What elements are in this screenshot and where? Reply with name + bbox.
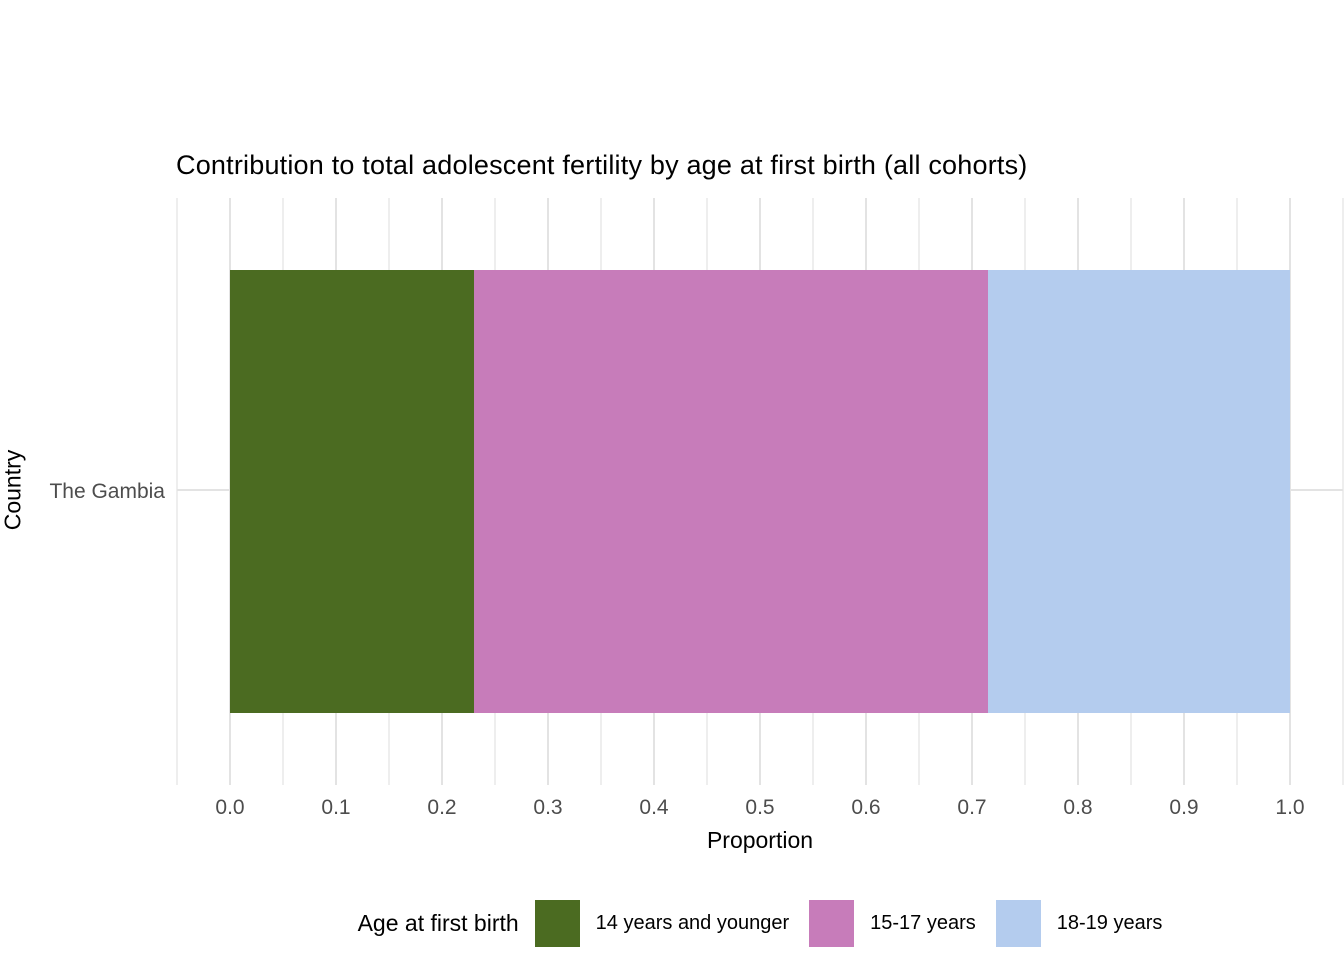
legend-item-1: 14 years and younger [534,899,790,947]
legend-label: 15-17 years [870,911,976,934]
vertical-gridline-minor [176,198,178,785]
stacked-bar [177,270,1343,713]
legend-swatch [809,899,855,947]
bar-segment-2 [473,270,988,713]
x-tick-label: 0.1 [321,796,351,819]
y-axis-title: Country [0,449,26,531]
x-axis-title: Proportion [706,827,814,853]
legend: Age at first birth 14 years and younger 1… [177,897,1343,949]
x-tick-label: 0.2 [427,796,457,819]
legend-title: Age at first birth [357,909,519,936]
vertical-gridline-minor [1342,198,1344,785]
bar-segment-3 [987,270,1290,713]
legend-swatch [534,899,580,947]
legend-swatch [995,899,1041,947]
y-category-label: The Gambia [49,480,165,503]
x-tick-label: 0.4 [639,796,669,819]
legend-label: 18-19 years [1056,911,1163,934]
legend-item-2: 15-17 years [809,899,976,947]
x-tick-label: 0.7 [957,796,987,819]
chart-title: Contribution to total adolescent fertili… [176,150,1028,180]
x-tick-label: 0.9 [1169,796,1199,819]
legend-item-3: 18-19 years [995,899,1163,947]
vertical-gridline-major [1289,198,1291,785]
plot-panel [176,198,1344,785]
x-tick-label: 0.5 [745,796,775,819]
x-tick-label: 0.8 [1063,796,1093,819]
legend-items: 14 years and younger 15-17 years 18-19 yea… [534,899,1163,947]
x-tick-label: 0.6 [851,796,881,819]
bar-segment-1 [230,270,474,713]
legend-label: 14 years and younger [595,911,790,934]
x-tick-label: 1.0 [1275,796,1305,819]
x-tick-label: 0.3 [533,796,563,819]
x-tick-label: 0.0 [215,796,245,819]
